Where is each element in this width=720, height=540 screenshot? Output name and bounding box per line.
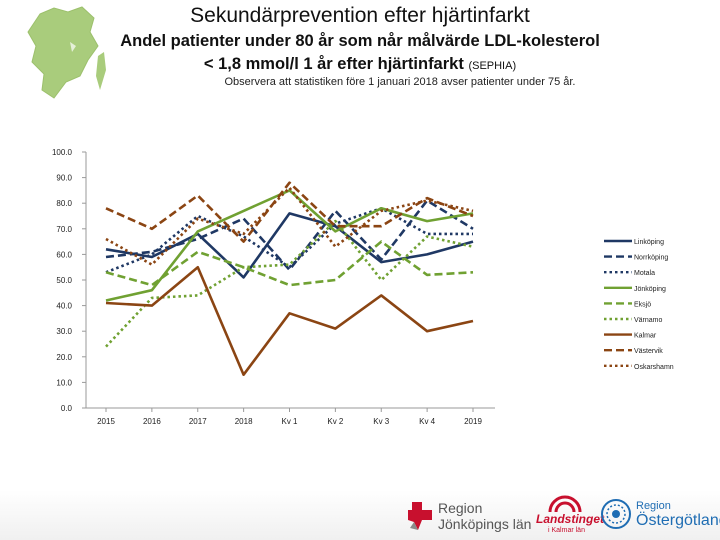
subtitle-source: (SEPHIA) [468, 60, 517, 72]
region-ostergotland-icon [601, 499, 631, 529]
y-tick-label: 10.0 [56, 378, 72, 387]
series-line-3 [105, 189, 474, 302]
x-tick-label: 2019 [464, 417, 482, 426]
y-tick-label: 60.0 [56, 250, 72, 259]
x-tick-label: Kv 2 [327, 417, 344, 426]
y-tick-label: 0.0 [61, 404, 73, 413]
logo-region-jonkoping-line1: Region [438, 500, 483, 516]
logo-ostergotland-line2: Östergötland [636, 512, 720, 529]
logo-region-jonkoping-line2: Jönköpings län [438, 516, 532, 532]
chart-note: Observera att statistiken före 1 januari… [224, 76, 576, 88]
chart-axes: 0.0 10.0 20.0 30.0 40.0 50.0 60.0 70.0 80.0 90.0 1… [52, 148, 495, 426]
legend-label-2: Motala [634, 270, 655, 277]
x-tick-label: Kv 3 [373, 417, 390, 426]
y-tick-label: 70.0 [56, 225, 72, 234]
legend-label-8: Oskarshamn [634, 364, 674, 371]
logo-landstinget-line1: Landstinget [536, 512, 604, 526]
chart-subtitle-line1: Andel patienter under 80 år som når målv… [120, 32, 600, 50]
y-tick-label: 100.0 [52, 148, 73, 157]
y-tick-label: 90.0 [56, 174, 72, 183]
county-map-logo [27, 6, 106, 99]
legend-label-6: Kalmar [634, 333, 657, 340]
legend-label-7: Västervik [634, 348, 663, 355]
x-tick-label: 2017 [189, 417, 207, 426]
series-line-0 [105, 212, 474, 279]
y-tick-label: 40.0 [56, 302, 72, 311]
legend-label-4: Eksjö [634, 301, 651, 308]
landstinget-kalmar-icon [548, 495, 582, 513]
x-tick-label: Kv 1 [281, 417, 298, 426]
series-line-6 [105, 265, 474, 377]
subtitle-main: < 1,8 mmol/l 1 år efter hjärtinfarkt [203, 55, 464, 73]
y-tick-label: 50.0 [56, 276, 72, 285]
x-tick-label: 2016 [143, 417, 161, 426]
logo-landstinget-line2: i Kalmar län [548, 527, 585, 534]
region-jonkoping-icon [408, 502, 432, 530]
chart-legend: Linköping Norrköping Motala Jönköping Eksjö V… [604, 239, 674, 371]
footer-logos: Region Jönköpings län Landstinget i Kalm… [0, 490, 720, 540]
series-line-4 [105, 240, 474, 287]
chart-title: Sekundärprevention efter hjärtinfarkt [190, 4, 530, 27]
series-line-2 [105, 207, 473, 274]
chart-subtitle-line2: < 1,8 mmol/l 1 år efter hjärtinfarkt (SE… [0, 55, 720, 74]
chart-series [105, 181, 474, 377]
series-line-1 [105, 199, 474, 272]
legend-label-3: Jönköping [634, 286, 666, 293]
logo-ostergotland-line1: Region [636, 500, 671, 512]
legend-label-0: Linköping [634, 239, 664, 246]
x-tick-label: 2015 [97, 417, 115, 426]
y-tick-label: 30.0 [56, 327, 72, 336]
series-line-5 [105, 219, 474, 348]
series-line-7 [105, 181, 474, 243]
line-chart: 0.0 10.0 20.0 30.0 40.0 50.0 60.0 70.0 80.0 90.0 1… [52, 148, 674, 426]
y-tick-label: 80.0 [56, 199, 72, 208]
legend-label-5: Värnamo [634, 317, 663, 324]
y-tick-label: 20.0 [56, 353, 72, 362]
x-tick-label: 2018 [235, 417, 253, 426]
legend-label-1: Norrköping [634, 255, 668, 262]
x-tick-label: Kv 4 [419, 417, 436, 426]
